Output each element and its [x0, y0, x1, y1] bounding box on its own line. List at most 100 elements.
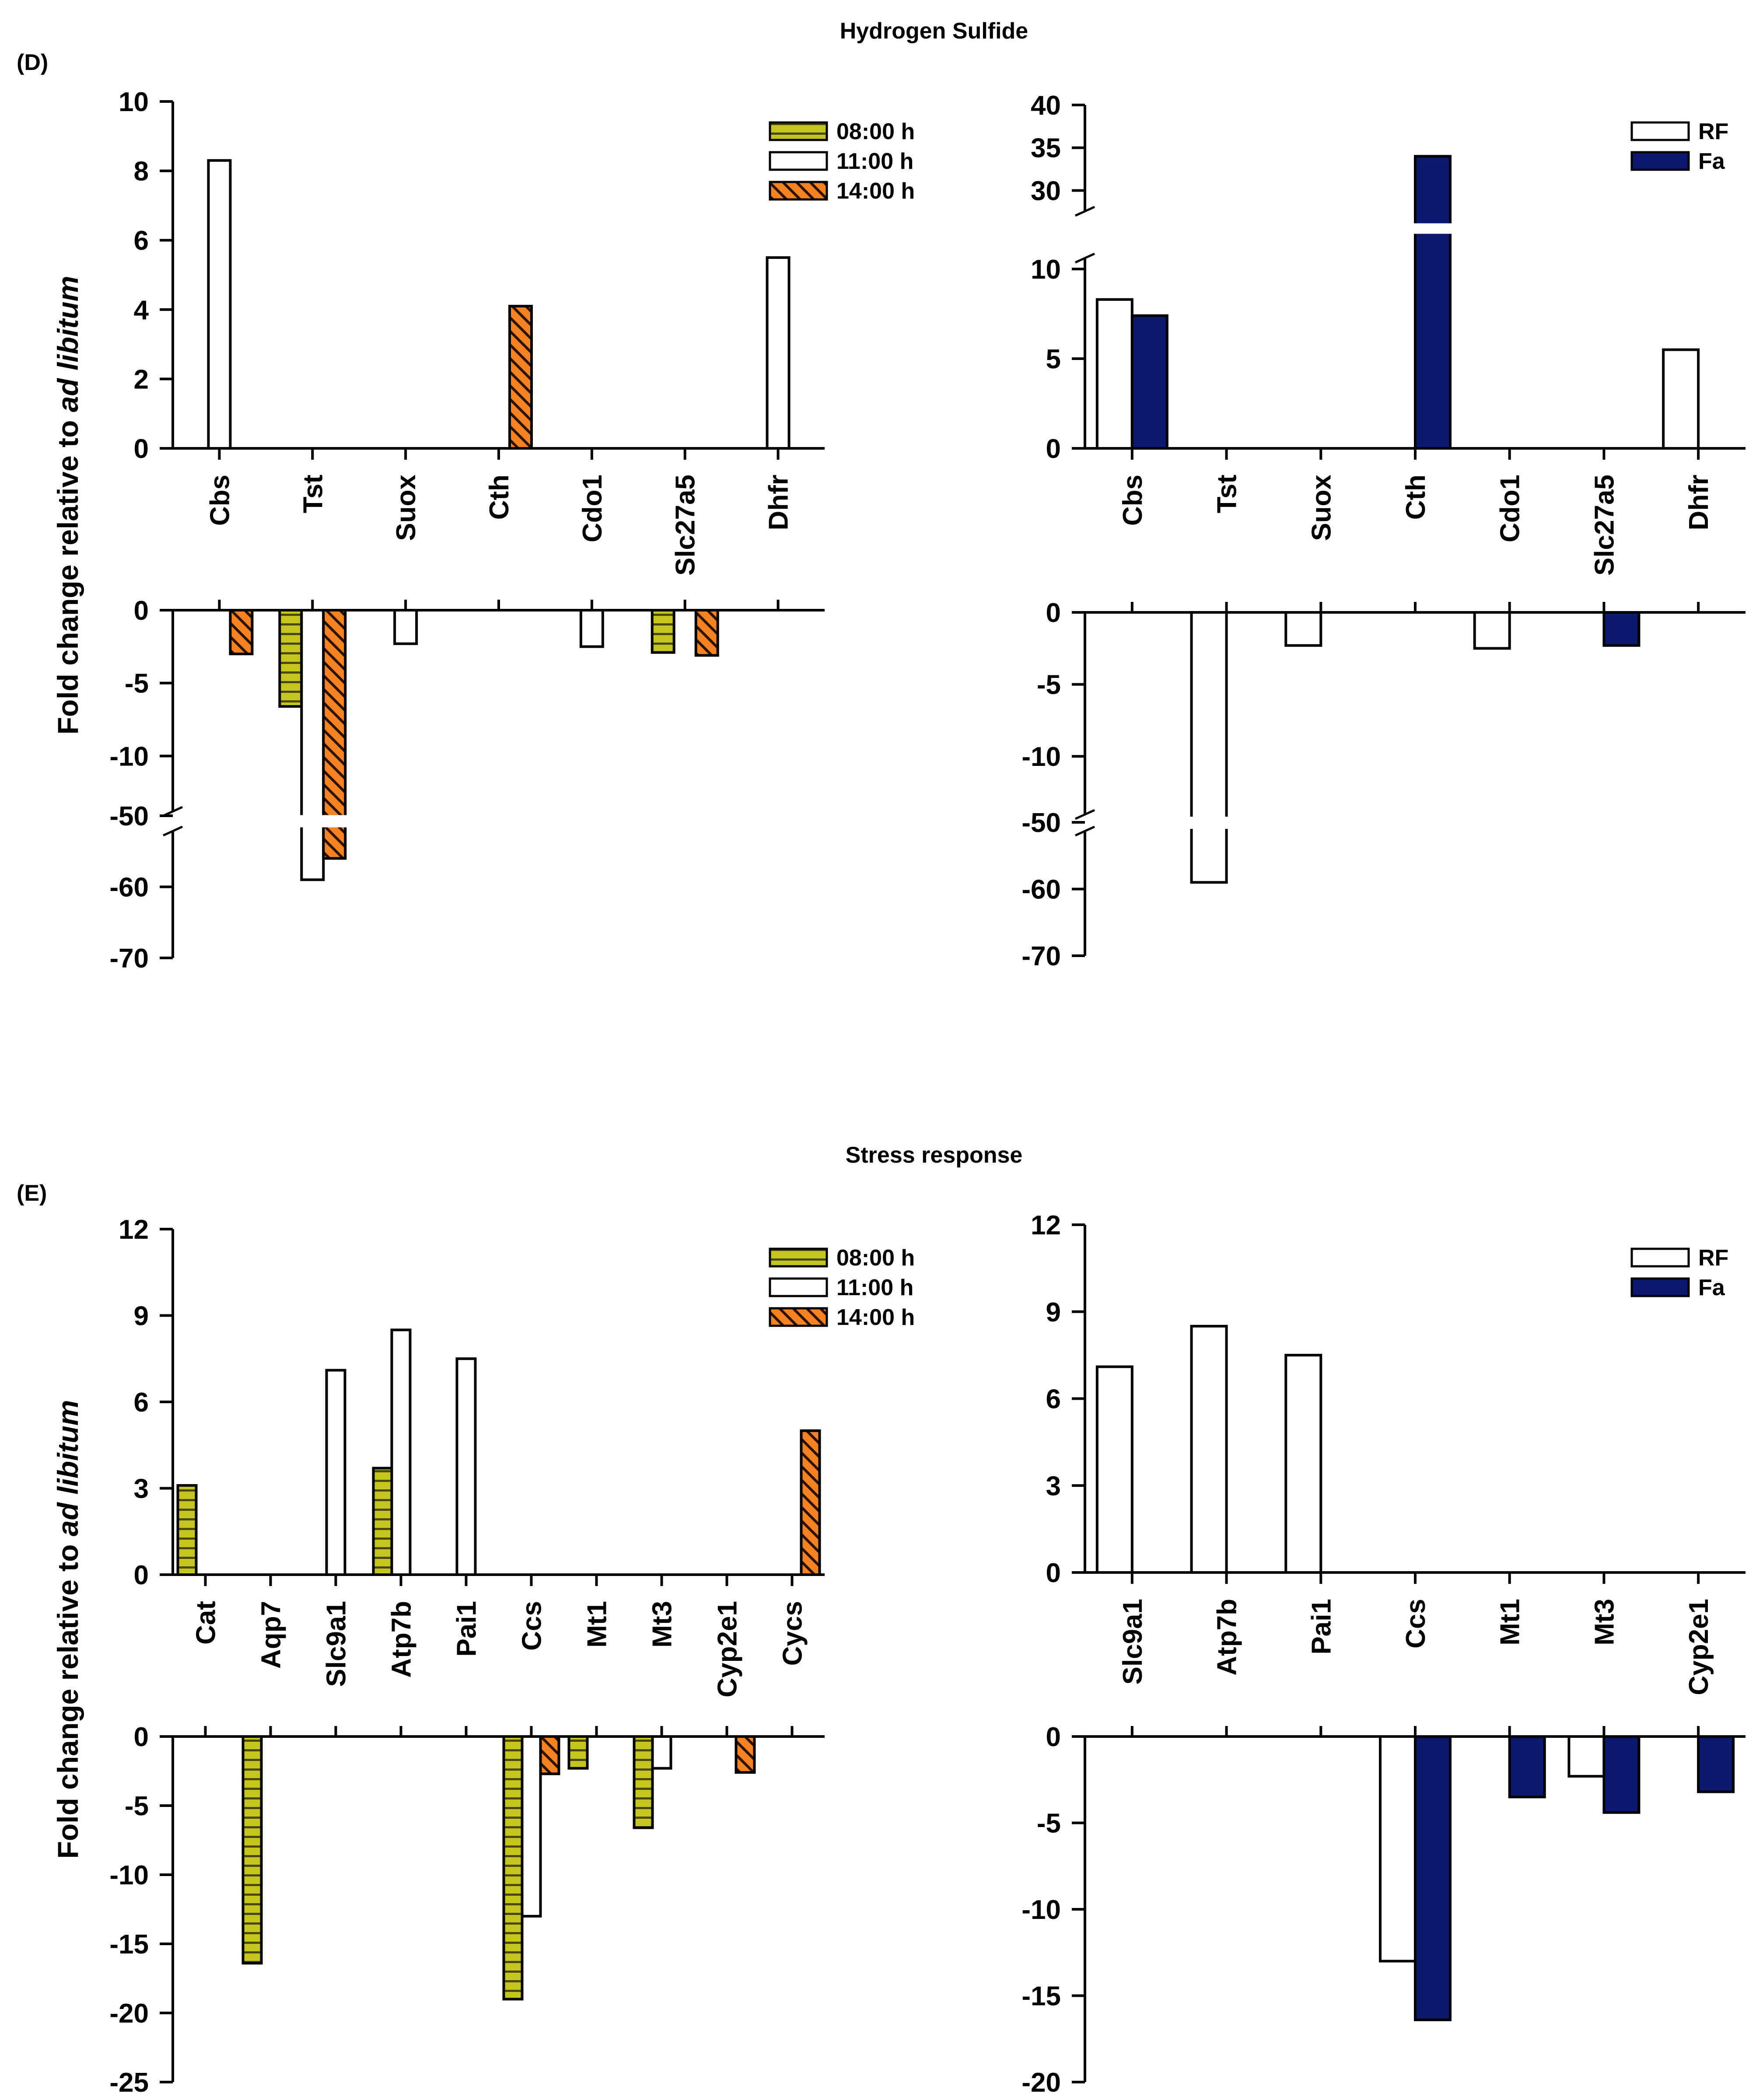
bar-break-gap	[321, 815, 348, 828]
bar-11-00-h-mt3	[651, 1735, 672, 1770]
x-tick-label-mt3: Mt3	[647, 1601, 678, 1648]
bar-rf-cbs	[1095, 298, 1133, 450]
y-axis-title-e: Fold change relative to ad libitum	[52, 1400, 84, 1859]
x-tick-label-cdo1: Cdo1	[1495, 475, 1525, 542]
bar-11-00-h-suox	[393, 609, 418, 645]
legend-label-rf: RF	[1698, 119, 1728, 144]
y-tick-label: 4	[134, 295, 149, 325]
bar-14-00-h-cyp2e1	[735, 1735, 756, 1774]
y-tick-label: -60	[109, 873, 149, 903]
x-tick-label-pai1: Pai1	[452, 1601, 482, 1657]
bar-break-gap	[1413, 223, 1453, 234]
y-tick-label: 3	[134, 1474, 149, 1504]
y-tick-label: -15	[109, 1929, 149, 1960]
x-tick-label-slc27a5: Slc27a5	[1589, 475, 1620, 576]
y-tick-label: -5	[1037, 670, 1061, 700]
y-axis-title-plain: Fold change relative to	[52, 1536, 84, 1859]
bar-rf-atp7b	[1190, 1324, 1228, 1574]
chart-e-right: 0 3 6 9 12 0 -5 -10 -15 -20 Slc9a1 Atp7b Pai1 Ccs Mt1 M…	[1021, 1210, 1746, 2098]
x-tick-label-cdo1: Cdo1	[577, 475, 608, 542]
bar-rf-slc9a1	[1095, 1365, 1133, 1574]
bar-11-00-h-slc9a1	[325, 1369, 346, 1576]
y-tick-label: 10	[119, 87, 149, 117]
y-tick-label: 10	[1031, 255, 1061, 285]
x-tick-label-suox: Suox	[391, 474, 421, 541]
legend-label-fa: Fa	[1698, 1275, 1725, 1300]
y-tick-label: -50	[109, 801, 149, 832]
legend-label-14-00-h: 14:00 h	[836, 1305, 915, 1330]
x-tick-label-mt1: Mt1	[1495, 1599, 1525, 1646]
x-tick-label-tst: Tst	[298, 475, 328, 513]
y-axis-title-italic: ad libitum	[52, 1400, 84, 1537]
axis-break-mark	[162, 806, 183, 817]
x-tick-label-cycs: Cycs	[778, 1601, 808, 1666]
x-tick-label-mt3: Mt3	[1589, 1599, 1620, 1646]
bar-14-00-h-cth	[508, 304, 533, 450]
x-tick-label-slc27a5: Slc27a5	[671, 475, 701, 576]
x-tick-label-ccs: Ccs	[1401, 1599, 1431, 1649]
y-tick-label: 0	[134, 1722, 149, 1752]
legend-label-11-00-h: 11:00 h	[836, 1275, 913, 1300]
legend-swatch-fa	[1630, 151, 1690, 171]
section-title-stress-response: Stress response	[846, 1143, 1023, 1168]
x-tick-label-pai1: Pai1	[1306, 1599, 1336, 1655]
bar-08-00-h-ccs	[502, 1735, 524, 2001]
bar-fa-cth	[1414, 155, 1452, 450]
x-tick-label-dhfr: Dhfr	[1684, 475, 1714, 530]
bar-11-00-h-atp7b	[390, 1328, 412, 1576]
y-tick-label: -15	[1021, 1981, 1061, 2012]
legend-label-rf: RF	[1698, 1245, 1728, 1271]
y-tick-label: 0	[134, 434, 149, 464]
y-tick-label: 5	[1046, 344, 1061, 374]
bar-11-00-h-pai1	[455, 1357, 477, 1576]
x-tick-label-cth: Cth	[1401, 475, 1431, 520]
x-tick-label-atp7b: Atp7b	[387, 1601, 417, 1678]
bar-rf-pai1	[1284, 1354, 1322, 1574]
bar-fa-slc27a5	[1602, 611, 1641, 647]
x-tick-label-cbs: Cbs	[205, 475, 235, 526]
x-tick-label-mt1: Mt1	[582, 1601, 612, 1648]
y-tick-label: -20	[1021, 2068, 1061, 2098]
bar-08-00-h-tst	[278, 609, 303, 708]
axis-break-mark	[1074, 252, 1095, 264]
bar-fa-cyp2e1	[1697, 1735, 1735, 1793]
y-tick-label: -5	[125, 669, 149, 699]
bar-08-00-h-cat	[176, 1484, 198, 1576]
chart-d-right: 0 5 10 30 35 40 0 -5 -10 -50 -60 -70 Cbs Tst Suox Cth Cd…	[1021, 91, 1746, 971]
bar-fa-mt3	[1602, 1735, 1641, 1814]
y-tick-label: -60	[1021, 875, 1061, 905]
panel-label-e: (E)	[17, 1181, 47, 1206]
axis-break-mark	[1074, 809, 1095, 820]
bar-fa-mt1	[1508, 1735, 1546, 1799]
bar-fa-cbs	[1130, 314, 1168, 450]
bar-fa-ccs	[1414, 1735, 1452, 2021]
y-tick-label: -20	[109, 1999, 149, 2029]
x-tick-label-cyp2e1: Cyp2e1	[713, 1601, 743, 1698]
bar-14-00-h-ccs	[539, 1735, 560, 1775]
y-tick-label: -10	[109, 1860, 149, 1890]
bar-rf-suox	[1284, 611, 1322, 647]
y-tick-label: -10	[1021, 742, 1061, 772]
bar-14-00-h-cbs	[229, 609, 254, 655]
legend-swatch-14-00-h	[769, 1307, 828, 1327]
y-tick-label: 0	[1046, 1722, 1061, 1752]
y-tick-label: 0	[1046, 598, 1061, 628]
bar-11-00-h-tst	[300, 609, 325, 881]
y-tick-label: 12	[1031, 1210, 1061, 1240]
bar-11-00-h-cbs	[207, 159, 232, 450]
legend-swatch-14-00-h	[769, 181, 828, 201]
y-tick-label: 6	[134, 226, 149, 256]
bar-14-00-h-cycs	[800, 1429, 821, 1576]
y-tick-label: 0	[134, 596, 149, 626]
legend-label-14-00-h: 14:00 h	[836, 178, 915, 204]
legend-label-08-00-h: 08:00 h	[836, 119, 915, 144]
x-tick-label-slc9a1: Slc9a1	[1118, 1599, 1148, 1685]
legend-label-fa: Fa	[1698, 149, 1725, 174]
y-axis-title-d: Fold change relative to ad libitum	[52, 276, 84, 735]
y-tick-label: -5	[1037, 1809, 1061, 1839]
bar-08-00-h-mt3	[633, 1735, 654, 1829]
y-tick-label: -5	[125, 1791, 149, 1821]
bar-11-00-h-cdo1	[579, 609, 604, 648]
y-axis-title-plain: Fold change relative to	[52, 412, 84, 734]
legend-swatch-11-00-h	[769, 151, 828, 171]
